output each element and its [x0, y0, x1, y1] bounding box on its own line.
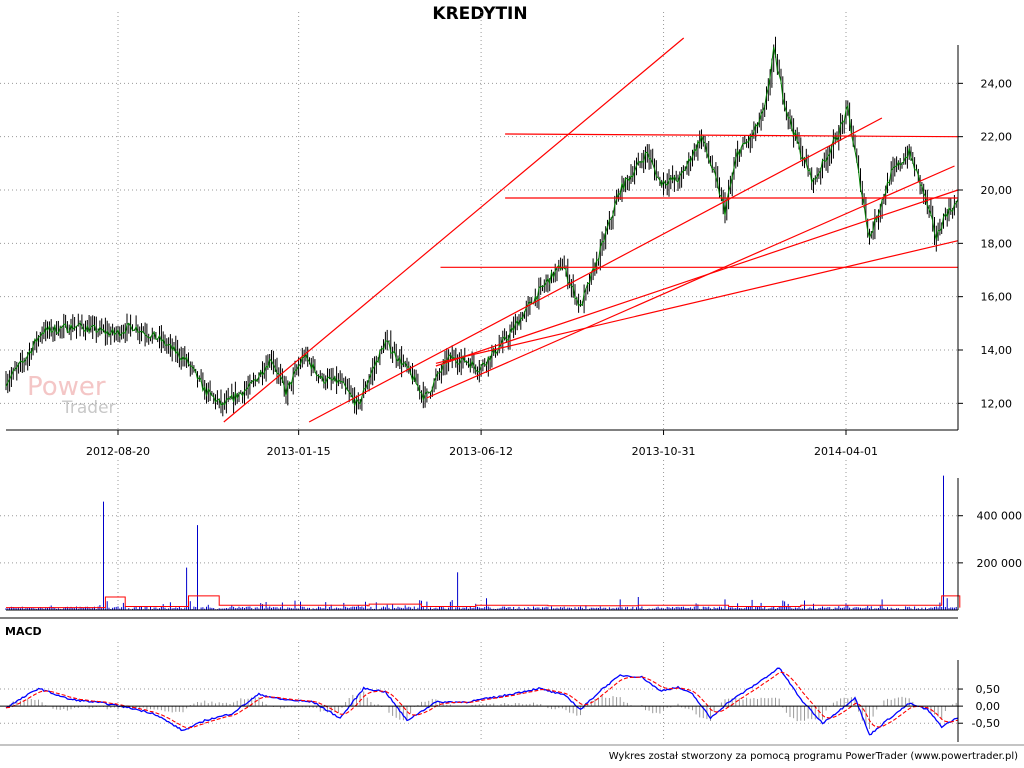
- price-marks: [5, 36, 959, 417]
- date-tick-label: 2013-01-15: [267, 445, 331, 458]
- date-axis: 2012-08-20 2013-01-15 2013-06-12 2013-10-31…: [86, 430, 878, 458]
- macd-tick-label: 0,50: [976, 683, 1001, 696]
- price-axis: 12,00 14,00 16,00 18,00 20,00 22,00 24,00: [6, 45, 1013, 431]
- trendline: [505, 133, 959, 138]
- volume-grid: [0, 515, 958, 564]
- watermark-line1: Power: [27, 372, 106, 402]
- price-tick-label: 14,00: [981, 344, 1013, 357]
- date-tick-label: 2013-06-12: [449, 445, 513, 458]
- macd-title: MACD: [5, 625, 42, 638]
- signal-line: [5, 671, 959, 729]
- footer-note: Wykres został stworzony za pomocą progra…: [609, 751, 1018, 762]
- price-tick-label: 18,00: [981, 237, 1013, 250]
- macd-marks: [5, 667, 959, 736]
- date-tick-label: 2012-08-20: [86, 445, 150, 458]
- price-tick-label: 24,00: [981, 77, 1013, 90]
- date-tick-label: 2013-10-31: [632, 445, 696, 458]
- macd-tick-label: 0,00: [976, 700, 1001, 713]
- volume-tick-label: 400 000: [977, 510, 1023, 523]
- price-line: [5, 46, 959, 407]
- trendline: [435, 189, 959, 367]
- trendline: [308, 117, 883, 423]
- price-tick-label: 16,00: [981, 291, 1013, 304]
- watermark: Power Trader: [27, 372, 116, 418]
- watermark-line2: Trader: [61, 398, 116, 418]
- trendline: [435, 240, 959, 364]
- volume-average-line: [6, 595, 961, 609]
- chart-title: KREDYTIN: [432, 4, 527, 24]
- macd-axis: 0,50 0,00 -0,50: [0, 660, 1000, 742]
- trendline: [223, 37, 685, 423]
- trendlines: [223, 37, 959, 423]
- price-tick-label: 20,00: [981, 184, 1013, 197]
- volume-axis: 200 000 400 000: [0, 478, 1023, 619]
- trendline: [426, 165, 955, 399]
- volume-tick-label: 200 000: [977, 557, 1023, 570]
- macd-line: [5, 667, 959, 736]
- price-tick-label: 22,00: [981, 131, 1013, 144]
- volume-marks: [5, 475, 961, 610]
- price-tick-label: 12,00: [981, 397, 1013, 410]
- date-tick-label: 2014-04-01: [814, 445, 878, 458]
- macd-tick-label: -0,50: [972, 717, 1000, 730]
